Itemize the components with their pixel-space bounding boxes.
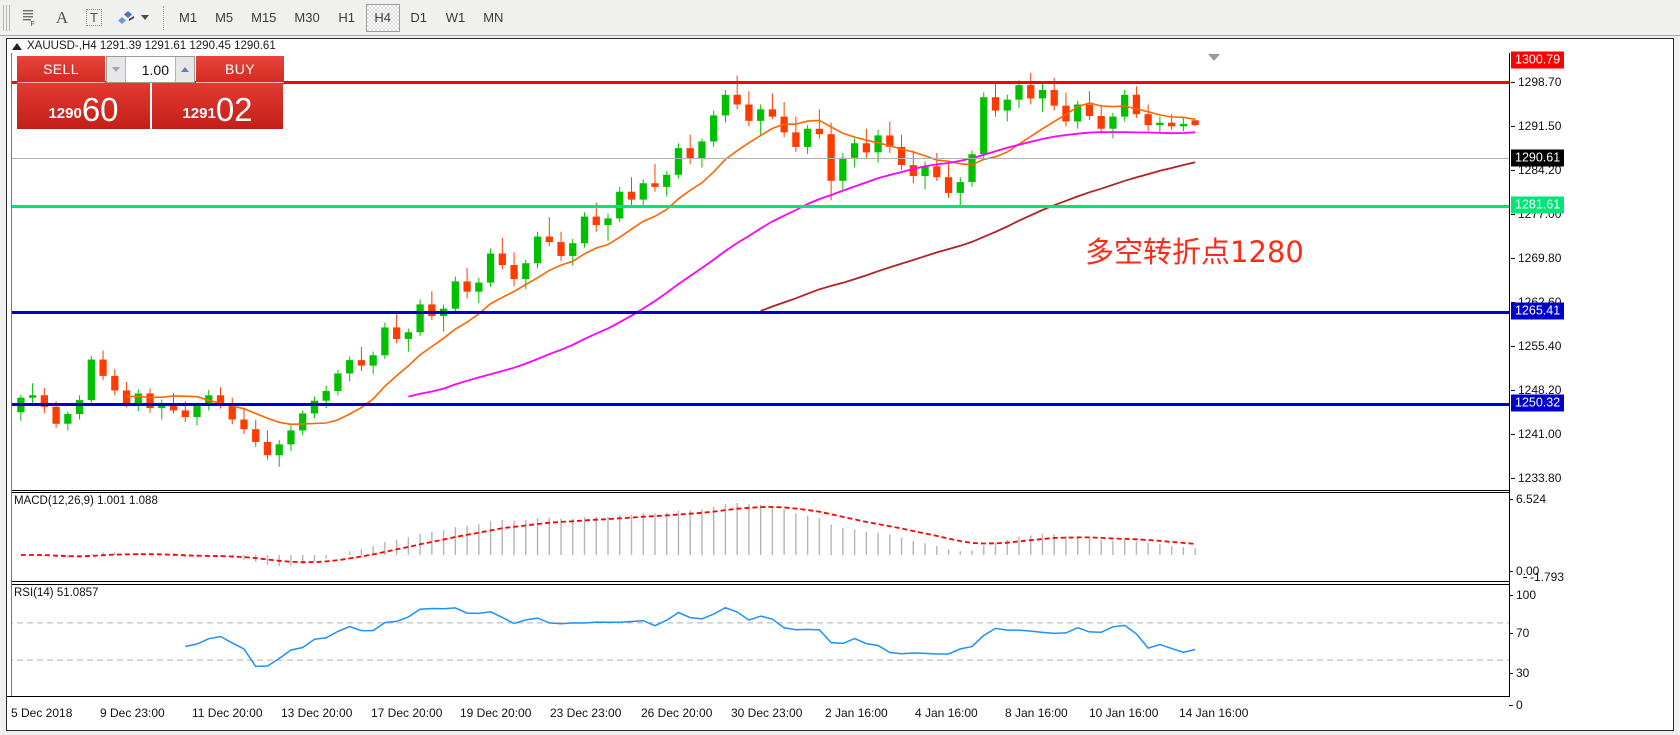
y-tick-1269: 1269.80 [1510, 251, 1562, 265]
price-label-current[interactable]: 1290.61 [1511, 149, 1565, 167]
text-label-glyph: T [86, 9, 102, 26]
toolbar-separator [163, 5, 164, 30]
x-tick-11: 8 Jan 16:00 [1005, 706, 1068, 720]
main-toolbar: F A T M1 M5 M15 M30 H1 H4 D1 W1 MN [0, 0, 1680, 36]
objects-tool-icon[interactable] [111, 4, 156, 32]
level-line-current-price [7, 158, 1511, 159]
shapes-icon [118, 10, 134, 24]
one-click-trading-panel[interactable]: SELL 1.00 BUY 1290 60 1 [17, 56, 284, 129]
macd-pane[interactable]: MACD(12,26,9) 1.001 1.088 [7, 492, 1511, 582]
sell-price-suffix: 60 [81, 91, 119, 128]
buy-price-suffix: 02 [215, 91, 253, 128]
rsi-label: RSI(14) 51.0857 [14, 587, 99, 599]
toolbar-grip[interactable] [3, 4, 12, 31]
volume-stepper[interactable]: 1.00 [106, 56, 195, 83]
x-tick-1: 9 Dec 23:00 [100, 706, 165, 720]
timeframe-m30[interactable]: M30 [294, 10, 320, 25]
price-axis[interactable]: 1298.70 1291.50 1284.20 1277.00 1269.80 … [1508, 51, 1673, 712]
one-click-price-row: 1290 60 1291 02 [17, 83, 284, 129]
macd-tick-zero: 0.00 [1508, 564, 1540, 578]
buy-button[interactable]: BUY [196, 56, 284, 83]
level-line-1281[interactable] [7, 205, 1511, 208]
y-tick-1298: 1298.70 [1510, 75, 1562, 89]
chart-annotation-text[interactable]: 多空转折点1280 [1085, 235, 1304, 269]
price-label-1300[interactable]: 1300.79 [1511, 51, 1565, 69]
rsi-tick-70: 70 [1508, 626, 1530, 640]
y-tick-1248: 1248.20 [1510, 383, 1562, 397]
rsi-tick-30: 30 [1508, 666, 1530, 680]
sell-price-cell[interactable]: 1290 60 [17, 83, 150, 129]
x-tick-8: 30 Dec 23:00 [731, 706, 803, 720]
x-tick-7: 26 Dec 20:00 [641, 706, 713, 720]
x-tick-12: 10 Jan 16:00 [1089, 706, 1159, 720]
text-tool-icon[interactable]: A [55, 7, 69, 27]
macd-label: MACD(12,26,9) 1.001 1.088 [14, 495, 158, 507]
buy-price-cell[interactable]: 1291 02 [150, 83, 283, 129]
x-tick-6: 23 Dec 23:00 [550, 706, 622, 720]
text-label-tool-icon[interactable]: T [79, 4, 109, 32]
timeframe-m1[interactable]: M1 [179, 10, 198, 25]
y-tick-1255: 1255.40 [1510, 339, 1562, 353]
buy-price-prefix: 1291 [182, 105, 216, 122]
price-chart-canvas [17, 72, 1199, 467]
rsi-tick-0: 0 [1509, 698, 1523, 712]
chart-scroll-triangle-icon [12, 42, 22, 50]
cursor-tool-icon[interactable]: F [15, 4, 45, 32]
chevron-up-icon [181, 67, 189, 72]
timeframe-m5[interactable]: M5 [215, 10, 234, 25]
svg-text:F: F [31, 21, 35, 27]
chart-scroll-marker-icon [1208, 54, 1220, 61]
chart-window[interactable]: XAUUSD-,H4 1291.39 1291.61 1290.45 1290.… [6, 38, 1674, 731]
macd-tick-max: 6.524 [1508, 492, 1547, 506]
sell-button[interactable]: SELL [17, 56, 105, 83]
level-line-1250[interactable] [7, 403, 1511, 406]
x-tick-0: 5 Dec 2018 [11, 706, 73, 720]
macd-tick-min: -1.793 [1522, 570, 1565, 584]
x-tick-5: 19 Dec 20:00 [460, 706, 532, 720]
chart-header-text: XAUUSD-,H4 1291.39 1291.61 1290.45 1290.… [27, 40, 276, 52]
x-tick-4: 17 Dec 20:00 [371, 706, 443, 720]
level-line-1265[interactable] [7, 311, 1511, 314]
x-tick-10: 4 Jan 16:00 [915, 706, 978, 720]
chevron-down-icon [112, 67, 120, 72]
rsi-pane[interactable]: RSI(14) 51.0857 [7, 584, 1511, 697]
rsi-tick-100: 100 [1508, 588, 1537, 602]
rsi-canvas [7, 606, 1511, 668]
volume-decrement-button[interactable] [107, 57, 126, 82]
x-tick-3: 13 Dec 20:00 [281, 706, 353, 720]
one-click-top-row: SELL 1.00 BUY [17, 56, 284, 83]
cursor-icon: F [23, 9, 35, 27]
y-tick-1233: 1233.80 [1510, 471, 1562, 485]
timeframe-h1[interactable]: H1 [338, 10, 356, 25]
sell-price-prefix: 1290 [48, 105, 82, 122]
volume-increment-button[interactable] [175, 57, 194, 82]
chart-left-rail [7, 53, 12, 697]
y-tick-1241: 1241.00 [1510, 427, 1562, 441]
timeframe-m15[interactable]: M15 [251, 10, 277, 25]
chart-header: XAUUSD-,H4 1291.39 1291.61 1290.45 1290.… [9, 39, 276, 53]
objects-dropdown-caret[interactable] [141, 15, 149, 20]
volume-input[interactable]: 1.00 [141, 61, 169, 78]
price-label-1250[interactable]: 1250.32 [1511, 394, 1565, 412]
time-axis[interactable]: 5 Dec 2018 9 Dec 23:00 11 Dec 20:00 13 D… [7, 696, 1511, 730]
x-tick-2: 11 Dec 20:00 [192, 706, 263, 720]
x-tick-9: 2 Jan 16:00 [825, 706, 888, 720]
price-label-1265[interactable]: 1265.41 [1511, 302, 1565, 320]
timeframe-d1[interactable]: D1 [410, 10, 428, 25]
x-tick-13: 14 Jan 16:00 [1179, 706, 1249, 720]
y-tick-1284: 1284.20 [1510, 163, 1562, 177]
macd-canvas [20, 503, 1196, 567]
timeframe-w1[interactable]: W1 [445, 10, 466, 25]
price-label-1281[interactable]: 1281.61 [1511, 196, 1565, 214]
timeframe-h4[interactable]: H4 [365, 3, 400, 32]
timeframe-mn[interactable]: MN [483, 10, 504, 25]
y-tick-1291: 1291.50 [1510, 119, 1562, 133]
level-line-1300[interactable] [7, 81, 1511, 84]
